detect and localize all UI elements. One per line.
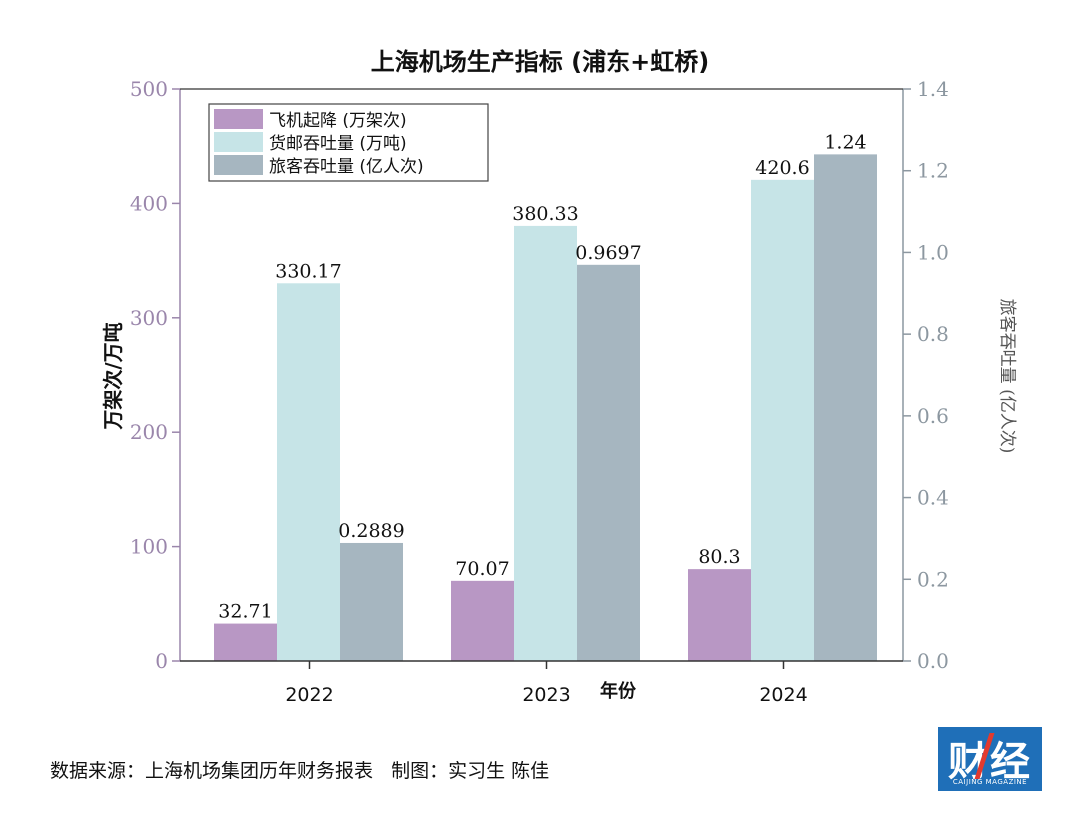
left-tick-label: 200 xyxy=(130,420,168,444)
data-label: 0.9697 xyxy=(575,242,641,264)
bar-cargo-2023 xyxy=(514,225,577,662)
right-tick-label: 0.4 xyxy=(917,486,949,510)
bar-flights-2023 xyxy=(451,580,514,661)
right-tick-label: 0.8 xyxy=(917,322,949,346)
data-label: 32.71 xyxy=(218,601,272,623)
x-tick-label: 2023 xyxy=(522,684,570,706)
data-label: 1.24 xyxy=(824,131,866,153)
chart-title: 上海机场生产指标 (浦东+虹桥) xyxy=(371,48,709,76)
data-label: 330.17 xyxy=(275,260,341,282)
x-axis-label: 年份 xyxy=(600,680,637,702)
y-axis-label-left: 万架次/万吨 xyxy=(101,322,125,430)
legend-entry: 旅客吞吐量 (亿人次) xyxy=(269,157,424,177)
bar-passengers-2024 xyxy=(814,154,877,661)
left-tick-label: 100 xyxy=(130,535,168,559)
y-axis-label-right: 旅客吞吐量 (亿人次) xyxy=(997,299,1017,454)
right-tick-label: 0.0 xyxy=(917,649,949,673)
left-tick-label: 500 xyxy=(130,77,168,101)
right-tick-label: 0.6 xyxy=(917,404,949,428)
data-label: 380.33 xyxy=(512,203,578,225)
x-tick-label: 2022 xyxy=(285,684,333,706)
right-tick-label: 1.2 xyxy=(917,159,949,183)
legend-entry: 货邮吞吐量 (万吨) xyxy=(269,134,407,154)
data-label: 70.07 xyxy=(455,558,509,580)
left-tick-label: 300 xyxy=(130,306,168,330)
source-note: 数据来源：上海机场集团历年财务报表 制图：实习生 陈佳 xyxy=(50,760,550,782)
x-tick-label: 2024 xyxy=(759,684,807,706)
legend-entry: 飞机起降 (万架次) xyxy=(269,111,407,131)
plot-area: 32.71 70.07 80.3 330.17 380.33 420.6 0.2889 0.9… xyxy=(130,77,949,706)
bar-flights-2022 xyxy=(214,623,277,661)
bar-cargo-2022 xyxy=(277,283,340,661)
right-tick-label: 1.4 xyxy=(917,77,949,101)
data-label: 420.6 xyxy=(755,157,809,179)
left-tick-label: 400 xyxy=(130,191,168,215)
bar-passengers-2023 xyxy=(577,264,640,661)
legend-swatch xyxy=(214,132,263,152)
legend-swatch xyxy=(214,155,263,175)
data-label: 80.3 xyxy=(698,546,740,568)
bar-flights-2024 xyxy=(688,569,751,661)
data-label: 0.2889 xyxy=(338,520,404,542)
bar-cargo-2024 xyxy=(751,179,814,661)
brand-logo: 财经 CAIJING MAGAZINE xyxy=(938,727,1042,791)
right-tick-label: 0.2 xyxy=(917,567,949,591)
logo-subtext: CAIJING MAGAZINE xyxy=(952,778,1028,786)
legend-swatch xyxy=(214,109,263,129)
right-tick-label: 1.0 xyxy=(917,240,949,264)
bar-passengers-2022 xyxy=(340,542,403,661)
left-tick-label: 0 xyxy=(155,649,168,673)
